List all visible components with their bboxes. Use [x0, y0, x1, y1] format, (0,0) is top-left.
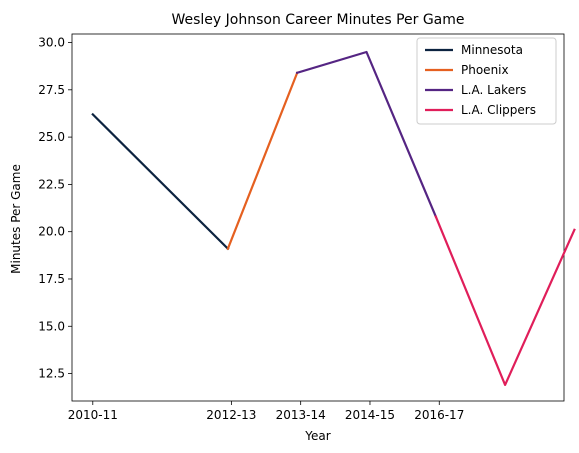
series-lines: [91, 50, 576, 386]
y-tick-label: 25.0: [38, 130, 65, 144]
y-tick-label: 15.0: [38, 319, 65, 333]
y-axis-title: Minutes Per Game: [9, 164, 23, 274]
y-tick-label: 20.0: [38, 225, 65, 239]
y-tick-label: 27.5: [38, 83, 65, 97]
legend-label: Phoenix: [461, 63, 509, 77]
legend-label: Minnesota: [461, 43, 523, 57]
x-tick-label: 2013-14: [276, 408, 326, 422]
y-tick-label: 12.5: [38, 367, 65, 381]
x-tick-label: 2014-15: [345, 408, 395, 422]
x-tick-label: 2016-17: [414, 408, 464, 422]
x-tick-label: 2012-13: [206, 408, 256, 422]
y-axis: 12.5 15.0 17.5 20.0 22.5 25.0 27.5 30.0: [38, 36, 72, 381]
legend-box: [416, 37, 557, 125]
legend-label: L.A. Lakers: [461, 83, 526, 97]
x-axis: 2010-11 2012-13 2013-14 2014-15 2016-17: [68, 401, 464, 422]
plot-area-border: [71, 33, 565, 402]
series-line-l-a-lakers: [295, 50, 438, 219]
legend-label: L.A. Clippers: [461, 103, 536, 117]
series-line-l-a-clippers: [434, 215, 576, 386]
legend: Minnesota Phoenix L.A. Lakers L.A. Clippers: [416, 37, 557, 125]
series-line-phoenix: [226, 71, 299, 251]
x-tick-label: 2010-11: [68, 408, 118, 422]
y-tick-label: 22.5: [38, 177, 65, 191]
series-line-minnesota: [91, 112, 230, 251]
y-tick-label: 17.5: [38, 272, 65, 286]
x-axis-title: Year: [304, 429, 330, 443]
chart-title: Wesley Johnson Career Minutes Per Game: [171, 12, 464, 28]
plot-frame: [71, 33, 565, 402]
y-tick-label: 30.0: [38, 36, 65, 50]
